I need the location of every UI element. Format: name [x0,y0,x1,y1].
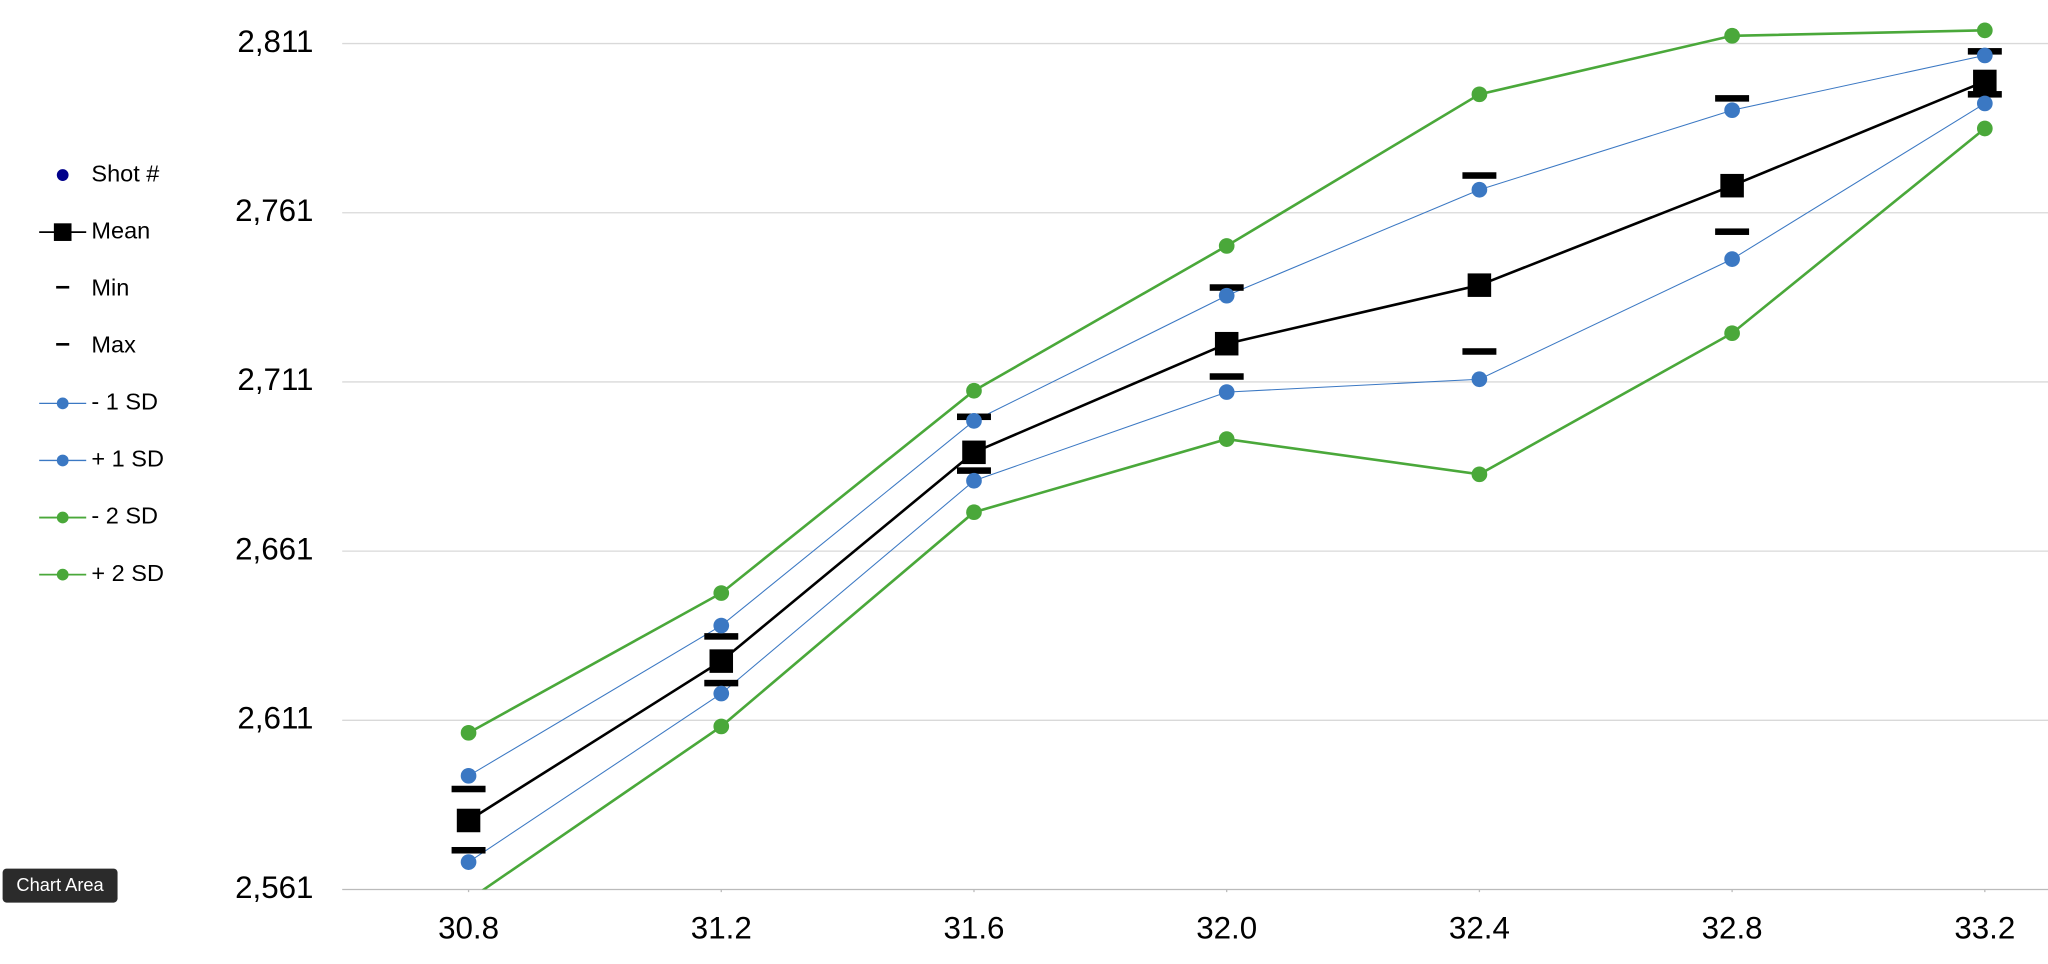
y-tick-label: 2,761 [235,193,313,228]
data-point [456,808,481,833]
data-point [451,846,486,854]
x-tick-label: 31.2 [691,910,752,945]
legend-label: Max [91,331,136,357]
data-point [1214,331,1239,356]
data-point [1976,47,1993,64]
series-line [468,54,1985,777]
data-point [1976,22,1993,39]
x-tick-label: 32.8 [1702,910,1763,945]
data-point [1973,69,1997,94]
data-point [1471,86,1488,103]
data-point [1218,287,1235,304]
data-point [1724,251,1740,267]
axes: 2,561 2,611 2,661 2,711 2,761 2,811 30.8 31.2 31… [235,24,2015,945]
legend-marker [56,454,69,467]
legend-label: - 2 SD [91,503,158,529]
data-point [460,767,477,784]
data-point [1724,27,1740,44]
y-tick-label: 2,811 [237,24,313,59]
data-point [704,679,739,687]
series-line [468,103,1986,863]
data-point [1715,95,1750,102]
legend-label: + 2 SD [91,560,164,586]
data-point [1471,371,1488,388]
x-tick-label: 32.0 [1196,910,1257,945]
y-tick-label: 2,561 [235,870,313,905]
data-point [1720,173,1744,198]
data-point [1724,325,1740,342]
legend-marker [56,397,69,410]
data-point [1218,431,1235,447]
legend-marker [53,223,72,241]
data-point [1967,91,2002,98]
data-point [1976,120,1993,137]
data-point [1218,384,1235,400]
data-point [1218,238,1235,254]
data-point [709,649,734,673]
data-point [713,585,730,601]
legend-label: Min [91,274,129,300]
data-point [1209,373,1244,380]
legend-label: - 1 SD [91,389,158,415]
data-point [1724,102,1740,119]
x-tick-label: 30.8 [438,910,499,945]
legend-marker [56,169,69,181]
data-point [713,685,730,702]
y-tick-label: 2,711 [237,362,313,397]
x-tick-label: 31.6 [943,910,1004,945]
data-point [966,504,982,521]
legend: Shot # Mean Min Max - 1 SD + 1 SD - 2 SD + 2 SD [39,160,164,586]
legend-marker [56,285,70,289]
data-point [704,633,739,640]
tooltip-text: Chart Area [16,874,104,895]
legend-marker [56,568,69,581]
data-point [1209,284,1244,291]
data-point [1467,273,1492,297]
y-tick-label: 2,611 [237,701,313,736]
legend-label: Mean [91,217,150,243]
x-tick-label: 32.4 [1449,910,1510,945]
data-point [1462,172,1497,179]
grid [342,42,2048,891]
data-point [962,440,986,465]
data-point [1976,95,1993,112]
data-point [1471,466,1488,483]
data-point [957,467,991,474]
data-point [1471,181,1488,198]
data-point [1462,348,1497,355]
legend-marker [56,343,70,346]
tooltip: Chart Area [2,868,118,903]
data-point [713,718,730,735]
legend-label: + 1 SD [91,446,164,472]
data-point [460,854,477,870]
data-point [451,785,486,793]
legend-label: Shot # [91,160,159,186]
series-line [467,80,1986,822]
data-point [461,892,477,908]
x-tick-label: 33.2 [1954,910,2015,945]
legend-marker [56,511,69,524]
data-point [966,382,982,399]
y-tick-label: 2,661 [235,531,313,566]
data-point [966,413,982,429]
data-point [1715,228,1750,235]
tooltip-box [2,868,118,903]
data-point [460,725,477,741]
plot-area [451,22,2002,908]
data-point [713,617,730,634]
data-point [966,472,982,489]
